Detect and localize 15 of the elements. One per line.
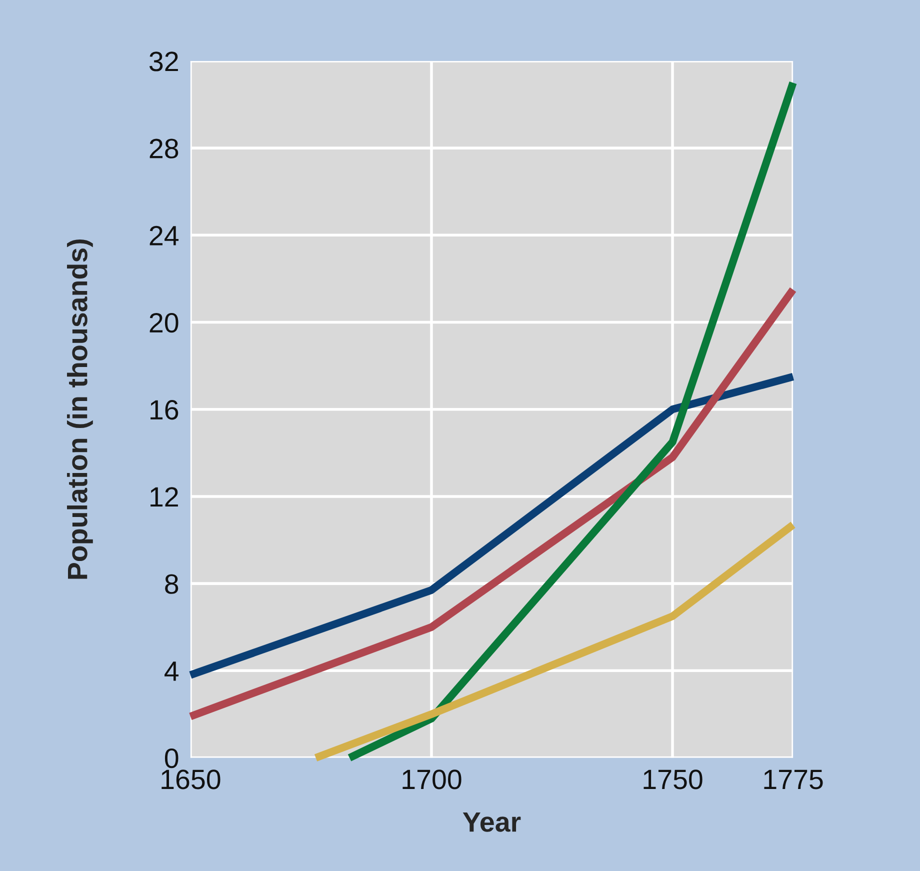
x-tick-label: 1700	[402, 770, 462, 790]
x-tick-label: 1650	[162, 770, 220, 790]
x-tick-label: 1750	[644, 770, 702, 790]
x-tick-label: 1775	[764, 770, 823, 790]
y-tick-label: 20	[150, 312, 178, 333]
y-tick-label: 24	[150, 226, 179, 246]
y-tick-label: 28	[150, 138, 178, 158]
y-tick-label: 32	[149, 52, 178, 72]
y-tick-label: 0	[164, 748, 178, 768]
y-tick-label: 8	[165, 574, 178, 594]
y-tick-label: 16	[150, 400, 178, 420]
y-axis-title: Population (in thousands)	[66, 239, 93, 579]
y-tick-label: 12	[150, 487, 178, 507]
y-tick-label: 4	[164, 662, 179, 681]
x-axis-title: Year	[462, 812, 521, 832]
